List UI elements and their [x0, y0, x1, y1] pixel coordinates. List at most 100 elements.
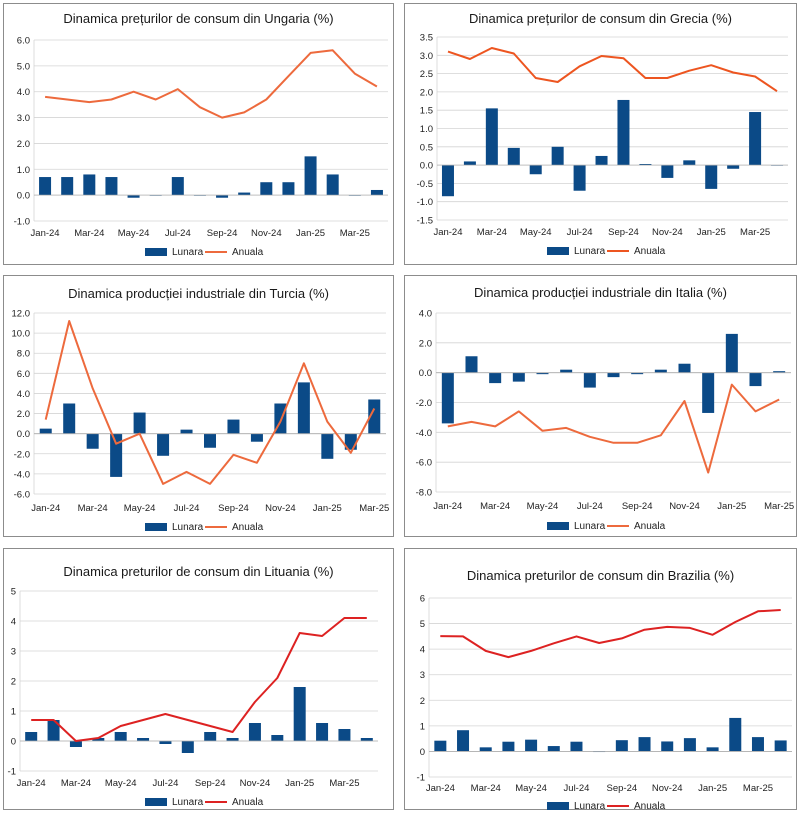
y-tick-label: -1.0: [14, 217, 30, 228]
legend-label-anuala: Anuala: [634, 246, 666, 257]
y-tick-label: -1.5: [417, 216, 433, 227]
y-tick-label: 0.0: [17, 429, 30, 440]
bar-lunara: [751, 737, 764, 752]
bar-lunara: [529, 165, 542, 175]
bar-lunara: [607, 372, 620, 378]
x-tick-label: Jul-24: [567, 227, 593, 238]
bar-lunara: [297, 382, 310, 434]
bar-lunara: [137, 738, 150, 741]
bar-lunara: [595, 155, 608, 166]
y-tick-label: -6.0: [416, 458, 432, 469]
bar-lunara: [617, 99, 630, 166]
y-tick-label: 4.0: [17, 87, 30, 98]
y-tick-label: 2: [420, 696, 425, 707]
legend-label-lunara: Lunara: [574, 521, 606, 532]
bar-lunara: [479, 747, 492, 752]
chart-panel-brazilia: Dinamica preturilor de consum din Brazil…: [404, 548, 797, 812]
bar-lunara: [180, 429, 193, 434]
chart-title: Dinamica producției industriale din Ital…: [474, 285, 727, 300]
bar-lunara: [226, 738, 239, 741]
bar-lunara: [157, 433, 170, 456]
legend-swatch-lunara: [547, 802, 569, 810]
y-tick-label: 2.0: [420, 87, 433, 98]
x-tick-label: Sep-24: [607, 783, 638, 794]
chart-panel-turcia: Dinamica producției industriale din Turc…: [3, 275, 394, 537]
chart-title: Dinamica preturilor de consum din Brazil…: [467, 568, 734, 583]
line-anuala: [447, 383, 780, 474]
x-tick-label: Mar-25: [340, 228, 370, 239]
y-tick-label: 6.0: [17, 36, 30, 47]
bar-lunara: [441, 372, 454, 424]
x-tick-label: Jan-25: [285, 778, 314, 789]
bar-lunara: [86, 433, 99, 449]
legend-label-lunara: Lunara: [172, 247, 204, 258]
y-tick-label: 4: [11, 617, 16, 628]
bar-lunara: [204, 732, 217, 741]
bar-lunara: [661, 165, 674, 178]
x-tick-label: May-24: [515, 783, 547, 794]
y-tick-label: 2.0: [419, 338, 432, 349]
y-tick-label: 6: [420, 594, 425, 605]
x-tick-label: May-24: [527, 501, 559, 512]
bar-lunara: [434, 740, 447, 752]
y-tick-label: 3: [11, 647, 16, 658]
x-tick-label: Mar-24: [61, 778, 91, 789]
bar-lunara: [110, 433, 123, 477]
chart-panel-ungaria: Dinamica prețurilor de consum din Ungari…: [3, 3, 394, 265]
bar-lunara: [204, 433, 216, 448]
y-tick-label: -2.0: [416, 398, 432, 409]
chart-title: Dinamica preturilor de consum din Lituan…: [63, 564, 333, 579]
line-anuala: [31, 617, 367, 742]
y-tick-label: -1.0: [417, 197, 433, 208]
line-anuala: [44, 320, 376, 485]
x-tick-label: Mar-25: [743, 783, 773, 794]
y-tick-label: 2.0: [17, 139, 30, 150]
bar-lunara: [502, 741, 515, 752]
y-tick-label: 0.5: [420, 142, 433, 153]
x-tick-label: Sep-24: [218, 503, 249, 514]
bar-lunara: [260, 182, 273, 196]
bar-lunara: [370, 189, 383, 196]
bar-lunara: [639, 164, 652, 166]
x-tick-label: Jul-24: [174, 503, 200, 514]
legend-swatch-lunara: [145, 523, 167, 531]
bar-lunara: [133, 412, 146, 434]
bar-lunara: [216, 195, 229, 198]
bar-lunara: [282, 182, 295, 196]
x-tick-label: Jul-24: [153, 778, 179, 789]
bar-lunara: [25, 732, 38, 741]
y-tick-label: 3.5: [420, 33, 433, 44]
bar-lunara: [127, 195, 140, 198]
bar-lunara: [485, 108, 498, 166]
line-anuala: [44, 49, 378, 119]
y-tick-label: 10.0: [12, 329, 31, 340]
bar-lunara: [465, 356, 478, 373]
bar-lunara: [547, 746, 560, 752]
legend-label-lunara: Lunara: [172, 797, 204, 808]
y-tick-label: 5: [420, 619, 425, 630]
bar-lunara: [615, 740, 628, 752]
x-tick-label: Jan-24: [426, 783, 455, 794]
legend-swatch-lunara: [547, 247, 569, 255]
chart-title: Dinamica prețurilor de consum din Grecia…: [469, 11, 732, 26]
x-tick-label: Sep-24: [195, 778, 226, 789]
x-tick-label: Jan-24: [433, 501, 462, 512]
bar-lunara: [69, 741, 82, 747]
legend-swatch-lunara: [145, 798, 167, 806]
bar-lunara: [338, 729, 351, 741]
legend-label-anuala: Anuala: [232, 522, 264, 533]
y-tick-label: 1: [420, 721, 425, 732]
y-tick-label: 3: [420, 670, 425, 681]
x-tick-label: Mar-24: [78, 503, 108, 514]
y-tick-label: 1.0: [17, 165, 30, 176]
chart-svg: Dinamica producției industriale din Ital…: [416, 285, 795, 532]
bar-lunara: [727, 165, 740, 169]
bar-lunara: [441, 165, 454, 197]
chart-svg: Dinamica preturilor de consum din Brazil…: [417, 568, 792, 812]
x-tick-label: Nov-24: [669, 501, 700, 512]
x-tick-label: Mar-24: [477, 227, 507, 238]
legend-label-lunara: Lunara: [574, 246, 606, 257]
bar-lunara: [47, 720, 60, 741]
y-tick-label: -0.5: [417, 179, 433, 190]
bar-lunara: [105, 177, 118, 196]
